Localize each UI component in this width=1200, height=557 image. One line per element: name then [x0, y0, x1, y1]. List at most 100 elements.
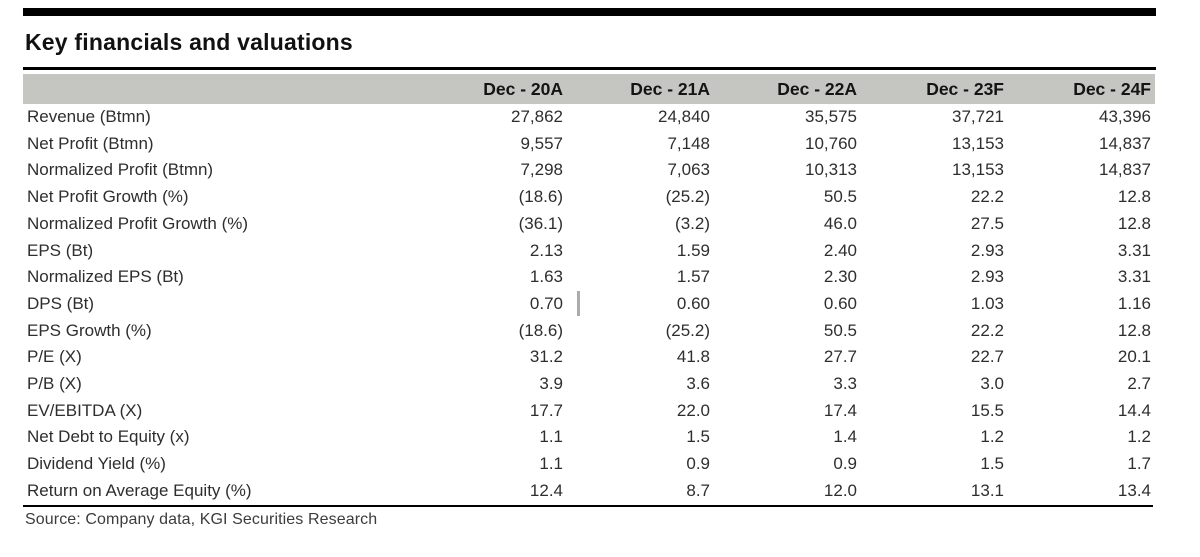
row-value: 7,148 [667, 133, 710, 153]
row-label: P/E (X) [27, 347, 82, 367]
row-value: 0.60 [676, 293, 710, 313]
row-value: 1.4 [833, 427, 857, 447]
row-value: 0.60 [823, 293, 857, 313]
row-value: (25.2) [665, 187, 710, 207]
row-value: (18.6) [518, 187, 563, 207]
row-value: 1.1 [539, 454, 563, 474]
row-value: 14,837 [1099, 160, 1151, 180]
row-value: 1.03 [970, 293, 1004, 313]
row-value: 22.2 [970, 187, 1004, 207]
row-value: 1.7 [1127, 454, 1151, 474]
row-value: (36.1) [518, 213, 563, 233]
row-value: 17.7 [529, 400, 563, 420]
row-value: 7,298 [520, 160, 563, 180]
row-value: 27,862 [511, 107, 563, 126]
row-value: 12.4 [529, 480, 563, 500]
table-row: P/E (X) 31.2 41.8 27.7 22.7 20.1 [23, 344, 1155, 371]
row-label: EPS (Bt) [27, 240, 94, 260]
row-value: (3.2) [675, 213, 710, 233]
row-label: Dividend Yield (%) [27, 454, 166, 474]
row-value: 22.2 [970, 320, 1004, 340]
row-value: 1.5 [686, 427, 710, 447]
row-label: Normalized EPS (Bt) [27, 267, 184, 287]
table-bottom-rule [23, 504, 1153, 508]
row-value: 37,721 [952, 107, 1004, 126]
row-value: 9,557 [520, 133, 563, 153]
row-label: EPS Growth (%) [27, 320, 152, 340]
row-value: 12.8 [1117, 213, 1151, 233]
header-cell-dec22a: Dec - 22A [714, 74, 861, 104]
row-value: 2.93 [970, 240, 1004, 260]
row-value: 15.5 [970, 400, 1004, 420]
row-value: 1.2 [1127, 427, 1151, 447]
row-value: 2.40 [823, 240, 857, 260]
row-value: 22.7 [970, 347, 1004, 367]
table-row: Return on Average Equity (%) 12.4 8.7 12.0 1… [23, 478, 1155, 505]
row-value: 20.1 [1117, 347, 1151, 367]
row-value: 31.2 [529, 347, 563, 367]
row-value: 2.7 [1127, 374, 1151, 394]
row-value: 2.30 [823, 267, 857, 287]
table-row: Net Profit Growth (%) (18.6) (25.2) 50.5 22.… [23, 184, 1155, 211]
row-value: 10,313 [805, 160, 857, 180]
row-value: 2.13 [529, 240, 563, 260]
row-value: 0.9 [833, 454, 857, 474]
table-row: EPS (Bt) 2.13 1.59 2.40 2.93 3.31 [23, 238, 1155, 265]
table-row: Dividend Yield (%) 1.1 0.9 0.9 1.5 1.7 [23, 451, 1155, 478]
row-value: 14.4 [1117, 400, 1151, 420]
row-label: Normalized Profit Growth (%) [27, 213, 249, 233]
row-value: 12.8 [1117, 187, 1151, 207]
page-title: Key financials and valuations [25, 29, 353, 55]
table-row: Normalized EPS (Bt) 1.63 1.57 2.30 2.93 3.31 [23, 264, 1155, 291]
row-value: 13.1 [970, 480, 1004, 500]
header-cell-dec21a: Dec - 21A [567, 74, 714, 104]
row-label: Revenue (Btmn) [27, 107, 151, 126]
row-value: (18.6) [518, 320, 563, 340]
table-row: DPS (Bt) 0.70 0.60 0.60 1.03 1.16 [23, 291, 1155, 318]
row-value: 12.8 [1117, 320, 1151, 340]
row-label: DPS (Bt) [27, 293, 95, 313]
row-value: 27.7 [823, 347, 857, 367]
title-rule [23, 67, 1156, 70]
row-label: Normalized Profit (Btmn) [27, 160, 214, 180]
row-value: 13,153 [952, 160, 1004, 180]
row-label: EV/EBITDA (X) [27, 400, 143, 420]
row-value: 3.3 [833, 374, 857, 394]
row-value: 3.0 [980, 374, 1004, 394]
row-value: 1.63 [529, 267, 563, 287]
row-value: 24,840 [658, 107, 710, 126]
row-value: 13,153 [952, 133, 1004, 153]
table-row: EV/EBITDA (X) 17.7 22.0 17.4 15.5 14.4 [23, 398, 1155, 425]
row-value: 13.4 [1117, 480, 1151, 500]
row-value: 3.31 [1117, 240, 1151, 260]
row-value: 12.0 [823, 480, 857, 500]
row-label: P/B (X) [27, 374, 82, 394]
row-value: 41.8 [676, 347, 710, 367]
row-value: 17.4 [823, 400, 857, 420]
row-value: 8.7 [686, 480, 710, 500]
source-note: Source: Company data, KGI Securities Res… [25, 511, 378, 529]
header-cell-label [23, 74, 420, 104]
row-value: 43,396 [1099, 107, 1151, 126]
row-value: 2.93 [970, 267, 1004, 287]
row-value: 14,837 [1099, 133, 1151, 153]
table-header-row: Dec - 20A Dec - 21A Dec - 22A Dec - 23F … [23, 74, 1155, 104]
row-value: 3.31 [1117, 267, 1151, 287]
table-row: P/B (X) 3.9 3.6 3.3 3.0 2.7 [23, 371, 1155, 398]
table-row: Normalized Profit (Btmn) 7,298 7,063 10,313… [23, 157, 1155, 184]
row-label: Net Profit (Btmn) [27, 133, 154, 153]
row-value: 1.1 [539, 427, 563, 447]
row-value: 1.16 [1117, 293, 1151, 313]
row-value: 0.9 [686, 454, 710, 474]
row-label: Return on Average Equity (%) [27, 480, 252, 500]
table-body: Revenue (Btmn) 27,862 24,840 35,575 37,721 43… [23, 104, 1155, 505]
row-value: 35,575 [805, 107, 857, 126]
header-cell-dec23f: Dec - 23F [861, 74, 1008, 104]
top-divider-bar [23, 8, 1156, 16]
row-value: 0.70 [529, 293, 563, 313]
table-row: Net Debt to Equity (x) 1.1 1.5 1.4 1.2 1.2 [23, 424, 1155, 451]
table-row: Normalized Profit Growth (%) (36.1) (3.2) 4… [23, 211, 1155, 238]
row-value: 50.5 [823, 187, 857, 207]
row-value: 3.9 [539, 374, 563, 394]
table-row: EPS Growth (%) (18.6) (25.2) 50.5 22.2 12.8 [23, 318, 1155, 345]
